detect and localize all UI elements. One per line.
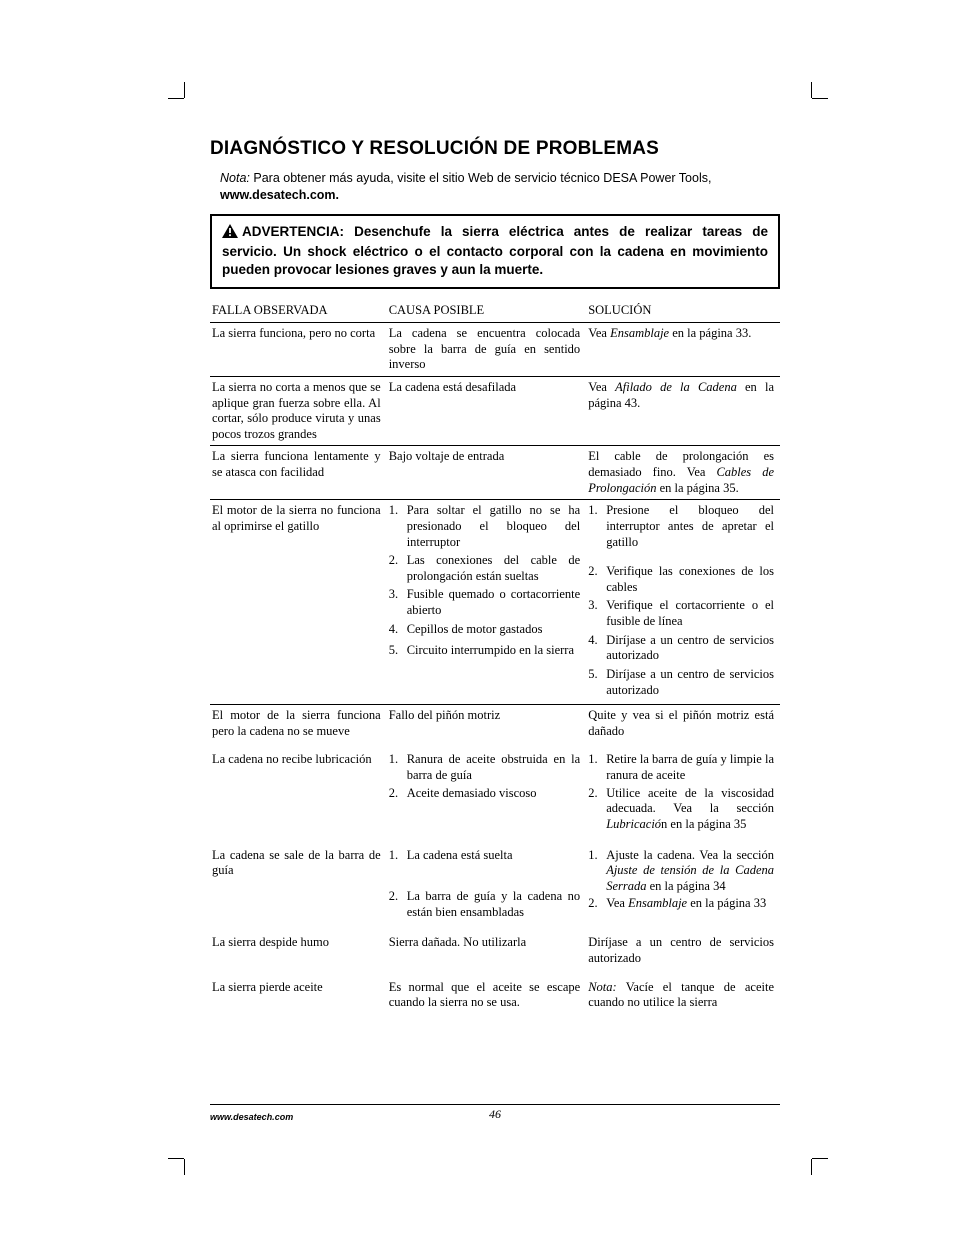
cell-solution: Vea Afilado de la Cadena en la página 43… (586, 376, 780, 446)
col-header-cause: CAUSA POSIBLE (387, 299, 587, 322)
cell-cause: Es normal que el aceite se escape cuando… (387, 977, 587, 1017)
cell-cause: 1.La cadena está suelta 2.La barra de gu… (387, 845, 587, 933)
cell-cause: 1.Ranura de aceite obstruida en la barra… (387, 749, 587, 844)
intro-nota-label: Nota: (220, 171, 250, 185)
col-header-fault: FALLA OBSERVADA (210, 299, 387, 322)
col-header-solution: SOLUCIÓN (586, 299, 780, 322)
footer-page-number: 46 (210, 1107, 780, 1122)
intro-text: Para obtener más ayuda, visite el sitio … (250, 171, 712, 185)
cell-fault: La cadena se sale de la barra de guía (210, 845, 387, 933)
cell-solution: 1.Presione el bloqueo del interruptor an… (586, 500, 780, 705)
page-footer: www.desatech.com 46 (210, 1104, 780, 1125)
table-row: La cadena se sale de la barra de guía 1.… (210, 845, 780, 933)
intro-link: www.desatech.com. (220, 188, 339, 202)
cell-cause: La cadena se encuentra colocada sobre la… (387, 323, 587, 377)
cell-solution: Diríjase a un centro de servicios autori… (586, 932, 780, 976)
cell-cause: Fallo del piñón motriz (387, 705, 587, 750)
cell-solution: 1.Retire la barra de guía y limpie la ra… (586, 749, 780, 844)
cell-fault: La sierra funciona, pero no corta (210, 323, 387, 377)
cell-fault: La cadena no recibe lubricación (210, 749, 387, 844)
cell-fault: La sierra funciona lentamente y se atasc… (210, 446, 387, 500)
table-row: La sierra funciona lentamente y se atasc… (210, 446, 780, 500)
troubleshooting-table: FALLA OBSERVADA CAUSA POSIBLE SOLUCIÓN L… (210, 299, 780, 1017)
table-row: La sierra despide humo Sierra dañada. No… (210, 932, 780, 976)
page-title: DIAGNÓSTICO Y RESOLUCIÓN DE PROBLEMAS (210, 138, 780, 160)
cell-solution: Quite y vea si el piñón motriz está daña… (586, 705, 780, 750)
intro-note: Nota: Para obtener más ayuda, visite el … (210, 170, 780, 214)
cell-fault: El motor de la sierra no funciona al opr… (210, 500, 387, 705)
cell-fault: La sierra pierde aceite (210, 977, 387, 1017)
warning-box: ADVERTENCIA: Desenchufe la sierra eléctr… (210, 214, 780, 290)
cell-fault: La sierra no corta a menos que se apliqu… (210, 376, 387, 446)
warning-icon (222, 224, 238, 243)
page-content: DIAGNÓSTICO Y RESOLUCIÓN DE PROBLEMAS No… (210, 138, 780, 1017)
table-row: La sierra pierde aceite Es normal que el… (210, 977, 780, 1017)
cell-solution: Nota: Vacíe el tanque de aceite cuando n… (586, 977, 780, 1017)
table-header-row: FALLA OBSERVADA CAUSA POSIBLE SOLUCIÓN (210, 299, 780, 322)
cell-cause: Sierra dañada. No utilizarla (387, 932, 587, 976)
cell-cause: Bajo voltaje de entrada (387, 446, 587, 500)
cell-cause: 1.Para soltar el gatillo no se ha presio… (387, 500, 587, 705)
cell-solution: 1.Ajuste la cadena. Vea la sección Ajust… (586, 845, 780, 933)
table-row: La sierra no corta a menos que se apliqu… (210, 376, 780, 446)
warning-label: ADVERTENCIA: (242, 224, 354, 239)
cell-fault: La sierra despide humo (210, 932, 387, 976)
table-row: El motor de la sierra funciona pero la c… (210, 705, 780, 750)
warning-text: ADVERTENCIA: Desenchufe la sierra eléctr… (222, 223, 768, 280)
cell-cause: La cadena está desafilada (387, 376, 587, 446)
table-row: La sierra funciona, pero no corta La cad… (210, 323, 780, 377)
table-row: La cadena no recibe lubricación 1.Ranura… (210, 749, 780, 844)
cell-solution: El cable de prolongación es demasiado fi… (586, 446, 780, 500)
cell-fault: El motor de la sierra funciona pero la c… (210, 705, 387, 750)
cell-solution: Vea Ensamblaje en la página 33. (586, 323, 780, 377)
table-row: El motor de la sierra no funciona al opr… (210, 500, 780, 705)
